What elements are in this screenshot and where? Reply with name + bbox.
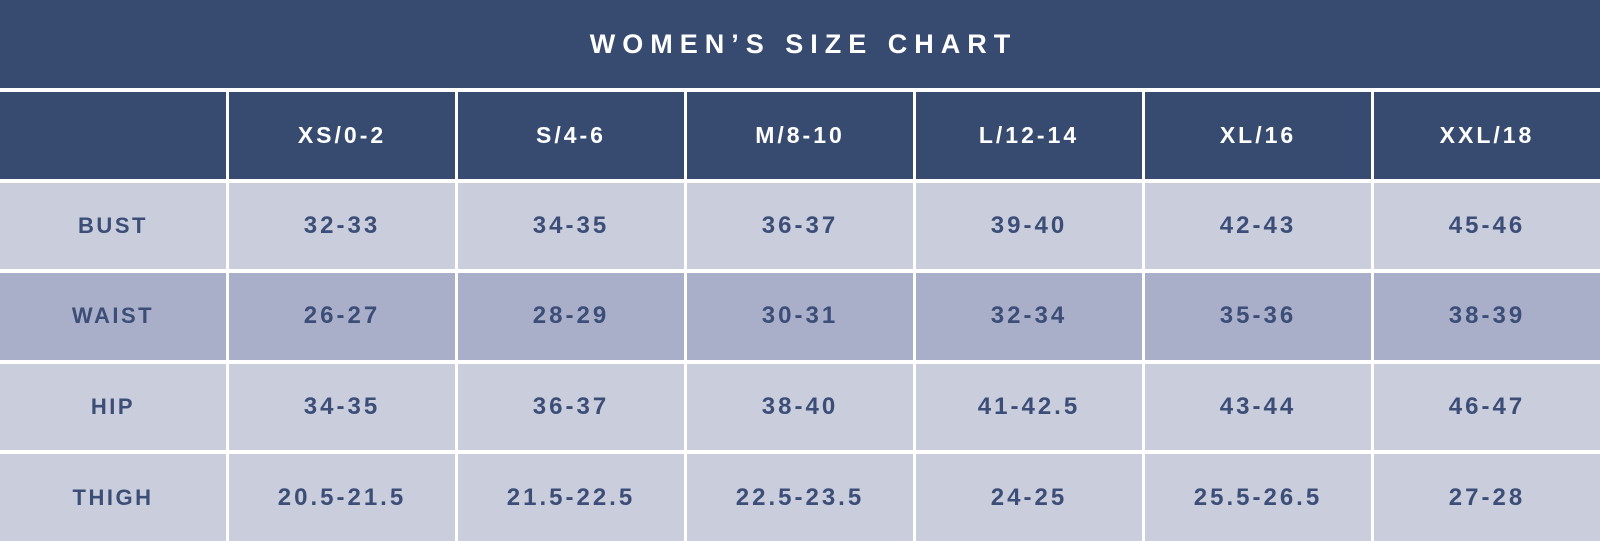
hip-m-value: 38-40 [687, 363, 913, 451]
waist-xs-value: 26-27 [229, 273, 455, 360]
column-header-xl: XL/16 [1145, 92, 1371, 179]
hip-xl-value: 43-44 [1145, 363, 1371, 451]
waist-s-value: 28-29 [458, 273, 684, 360]
bust-xxl-value: 45-46 [1374, 182, 1600, 270]
hip-s-value: 36-37 [458, 363, 684, 451]
hip-l-value: 41-42.5 [916, 363, 1142, 451]
waist-xl-value: 35-36 [1145, 273, 1371, 360]
column-header-xxl: XXL/18 [1374, 92, 1600, 179]
bust-xs-value: 32-33 [229, 182, 455, 270]
waist-xxl-value: 38-39 [1374, 273, 1600, 360]
size-chart-title: WOMEN’S SIZE CHART [589, 28, 1018, 59]
size-chart-title-bar: WOMEN’S SIZE CHART [0, 0, 1600, 88]
bust-l-value: 39-40 [916, 182, 1142, 270]
corner-header-cell [0, 92, 226, 179]
thigh-xxl-value: 27-28 [1374, 454, 1600, 541]
column-header-s: S/4-6 [458, 92, 684, 179]
bust-m-value: 36-37 [687, 182, 913, 270]
bust-xl-value: 42-43 [1145, 182, 1371, 270]
size-chart-table: XS/0-2 S/4-6 M/8-10 L/12-14 XL/16 XXL/18… [0, 92, 1600, 541]
waist-l-value: 32-34 [916, 273, 1142, 360]
column-header-m: M/8-10 [687, 92, 913, 179]
row-label-hip: HIP [0, 363, 226, 451]
thigh-s-value: 21.5-22.5 [458, 454, 684, 541]
hip-xs-value: 34-35 [229, 363, 455, 451]
thigh-xs-value: 20.5-21.5 [229, 454, 455, 541]
bust-s-value: 34-35 [458, 182, 684, 270]
row-label-waist: WAIST [0, 273, 226, 360]
thigh-m-value: 22.5-23.5 [687, 454, 913, 541]
row-label-thigh: THIGH [0, 454, 226, 541]
hip-xxl-value: 46-47 [1374, 363, 1600, 451]
row-label-bust: BUST [0, 182, 226, 270]
column-header-l: L/12-14 [916, 92, 1142, 179]
thigh-xl-value: 25.5-26.5 [1145, 454, 1371, 541]
thigh-l-value: 24-25 [916, 454, 1142, 541]
waist-m-value: 30-31 [687, 273, 913, 360]
column-header-xs: XS/0-2 [229, 92, 455, 179]
